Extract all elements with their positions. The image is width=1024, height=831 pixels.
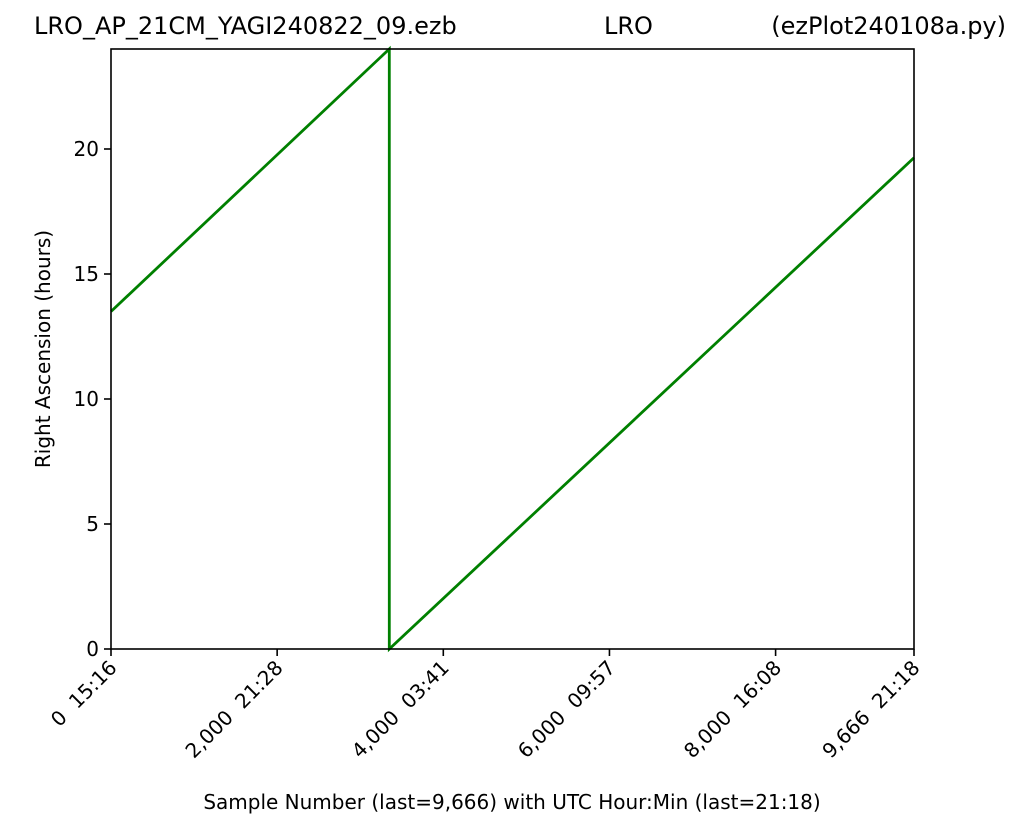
y-tick-label: 5 <box>86 512 99 536</box>
x-tick-label: 0 15:16 <box>46 656 122 732</box>
x-tick-label: 8,000 16:08 <box>679 656 786 763</box>
chart-title-filename: LRO_AP_21CM_YAGI240822_09.ezb <box>34 12 457 40</box>
y-tick-label: 15 <box>74 262 99 286</box>
y-axis: 0 5 10 15 20 <box>74 137 111 661</box>
x-tick-label: 2,000 21:28 <box>180 656 287 763</box>
plot-area-frame <box>110 48 915 650</box>
chart-title-script: (ezPlot240108a.py) <box>771 12 1006 40</box>
x-axis-label: Sample Number (last=9,666) with UTC Hour… <box>203 790 820 814</box>
y-tick-label: 0 <box>86 637 99 661</box>
x-tick-label: 6,000 09:57 <box>513 656 620 763</box>
series-layer <box>110 45 915 653</box>
x-axis: 0 15:16 2,000 21:28 4,000 03:41 6,000 09:57… <box>46 649 925 763</box>
x-tick-label: 4,000 03:41 <box>347 656 454 763</box>
x-tick-label: 9,666 21:18 <box>817 656 924 763</box>
y-tick-label: 20 <box>74 137 99 161</box>
y-axis-label: Right Ascension (hours) <box>31 230 55 468</box>
y-tick-label: 10 <box>74 387 99 411</box>
chart-title-station: LRO <box>604 12 653 40</box>
series-line-0 <box>110 45 915 653</box>
